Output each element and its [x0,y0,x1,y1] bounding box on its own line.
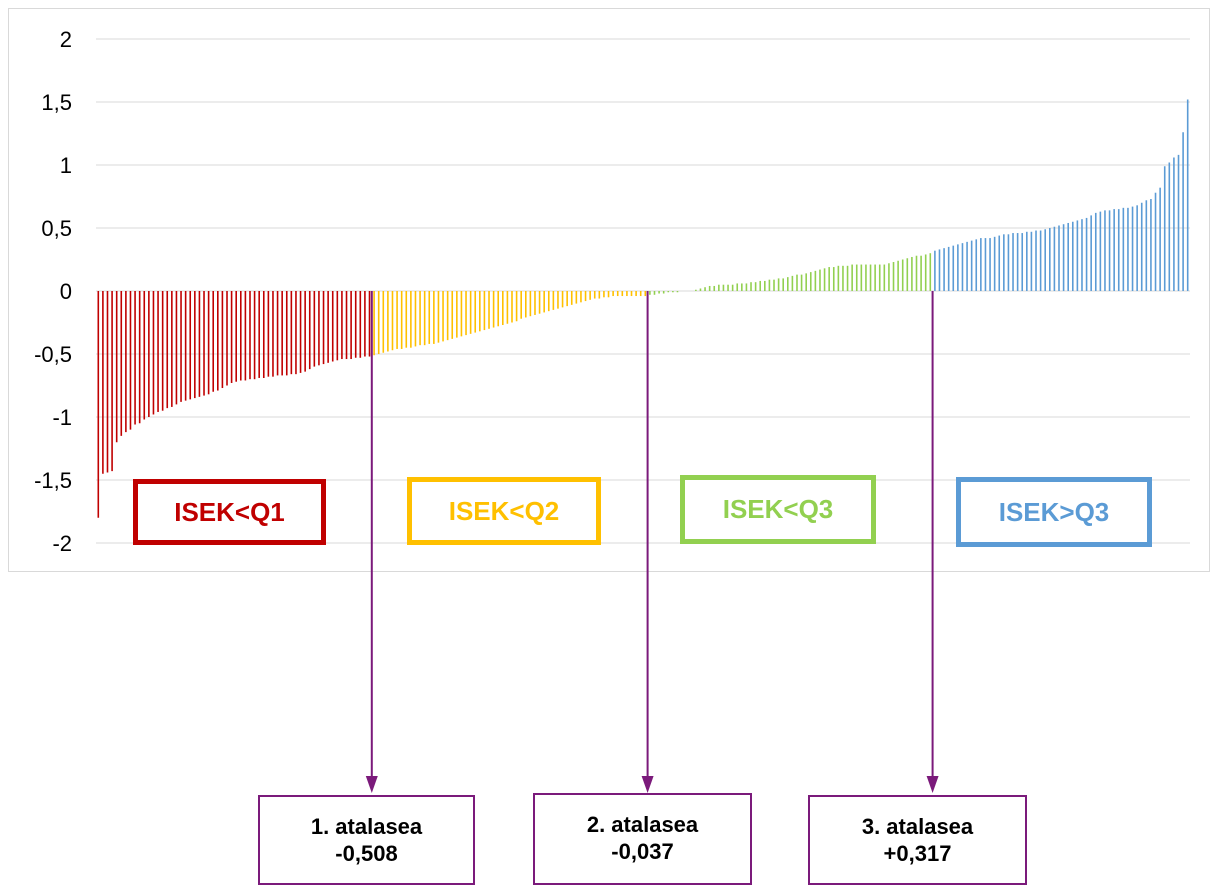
gridlines [96,38,1190,544]
threshold-arrow-head [926,776,939,793]
threshold-box-1: 1. atalasea -0,508 [258,795,475,885]
y-tick-label: 1,5 [41,90,72,115]
threshold-1-title: 1. atalasea [310,814,423,839]
threshold-2-value: -0,037 [611,839,674,864]
quartile-label-q3: ISEK<Q3 [680,475,876,544]
y-tick-label: -1 [52,405,72,430]
chart-frame [8,8,1210,572]
quartile-label-q1: ISEK<Q1 [133,479,326,545]
quartile-label-q4: ISEK>Q3 [956,477,1152,547]
quartile-label-q4-text: ISEK>Q3 [998,496,1110,527]
y-tick-label: 2 [60,27,72,52]
y-tick-label: 0 [60,279,72,304]
bars [97,99,1189,518]
y-tick-label: -1,5 [34,468,72,493]
quartile-label-q1-text: ISEK<Q1 [174,496,285,527]
quartile-label-q2-text: ISEK<Q2 [448,495,560,526]
y-tick-label: 0,5 [41,216,72,241]
threshold-arrow-head [365,776,378,793]
threshold-3-value: +0,317 [883,841,952,866]
threshold-1-value: -0,508 [335,841,398,866]
threshold-3-title: 3. atalasea [861,814,974,839]
quartile-label-q3-text: ISEK<Q3 [722,494,834,524]
y-axis-tick-labels: 2 1,5 1 0,5 0 -0,5 -1 -1,5 -2 [34,27,72,556]
threshold-arrows [365,291,939,793]
y-tick-label: -0,5 [34,342,72,367]
threshold-2-title: 2. atalasea [586,812,699,837]
y-tick-label: -2 [52,531,72,556]
y-tick-label: 1 [60,153,72,178]
quartile-label-q2: ISEK<Q2 [407,477,601,545]
threshold-box-2: 2. atalasea -0,037 [533,793,752,885]
threshold-arrow-head [641,776,654,793]
threshold-box-3: 3. atalasea +0,317 [808,795,1027,885]
